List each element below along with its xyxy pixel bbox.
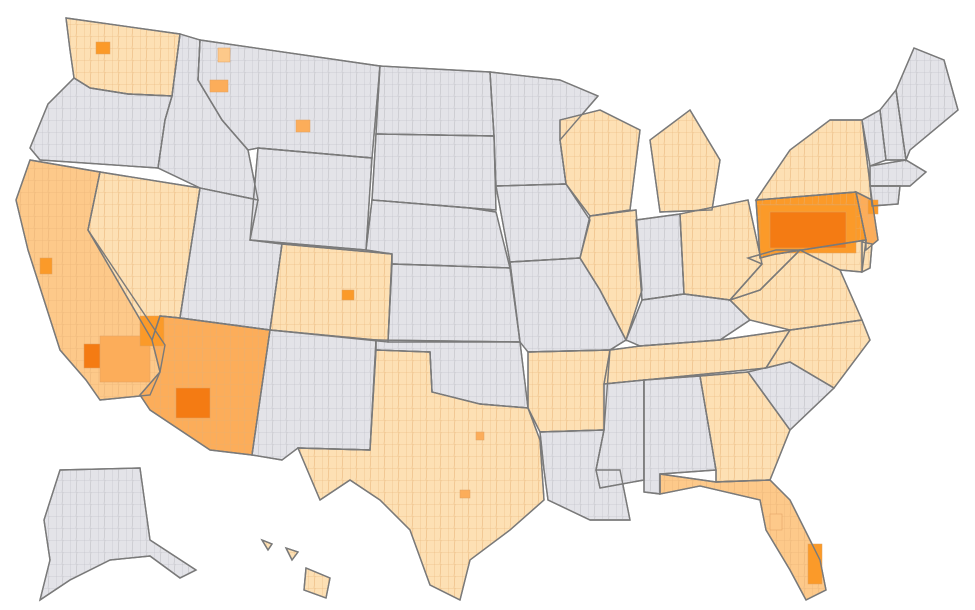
county-spot[interactable]: [83, 343, 101, 369]
county-hotspots: [39, 41, 879, 585]
state-border-MA: [869, 159, 928, 187]
state-border-MI: [649, 108, 721, 213]
county-spot[interactable]: [175, 387, 211, 419]
state-border-WV: [727, 249, 802, 302]
county-spot[interactable]: [769, 513, 783, 531]
state-borders: [15, 17, 959, 602]
county-spot[interactable]: [217, 47, 231, 63]
county-spot[interactable]: [209, 79, 229, 93]
state-border-CT: [869, 185, 901, 207]
county-spot[interactable]: [475, 431, 485, 441]
county-spot[interactable]: [95, 41, 111, 55]
county-spot[interactable]: [459, 489, 471, 499]
state-border-AK: [38, 467, 198, 602]
county-spot[interactable]: [807, 543, 823, 585]
state-border-TX: [296, 349, 545, 602]
county-spot[interactable]: [39, 257, 53, 275]
state-border-HI: [260, 538, 331, 599]
county-spot[interactable]: [341, 289, 355, 301]
state-border-FL: [659, 473, 827, 601]
state-border-MD: [775, 239, 867, 273]
state-border-SD: [371, 133, 497, 211]
state-border-DE: [861, 241, 873, 274]
county-spot[interactable]: [769, 211, 847, 249]
county-spot[interactable]: [295, 119, 311, 133]
